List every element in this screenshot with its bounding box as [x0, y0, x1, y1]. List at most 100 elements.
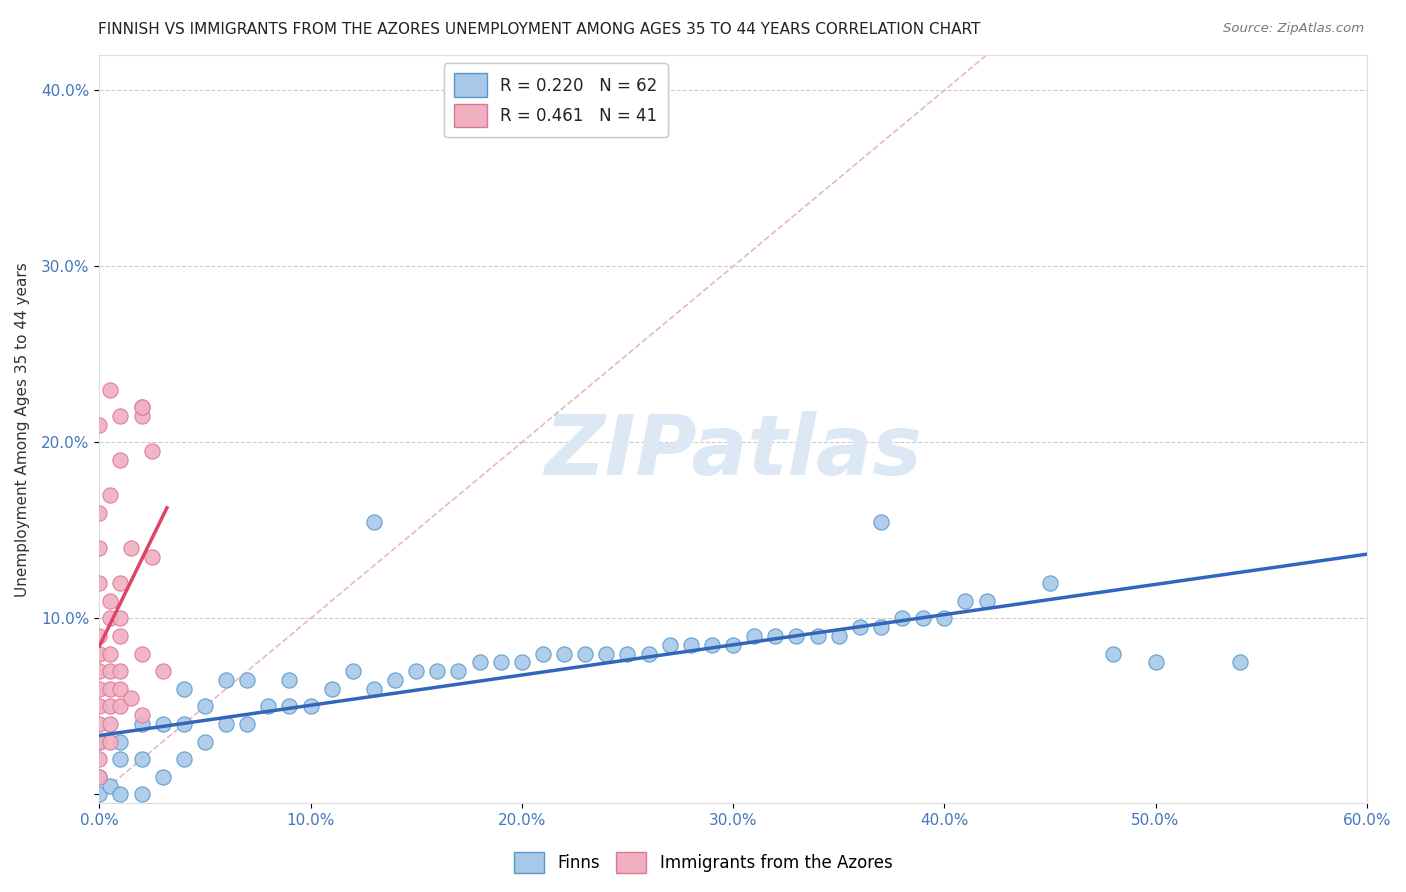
Point	[89, 629, 111, 643]
Text: FINNISH VS IMMIGRANTS FROM THE AZORES UNEMPLOYMENT AMONG AGES 35 TO 44 YEARS COR: FINNISH VS IMMIGRANTS FROM THE AZORES UN…	[98, 22, 981, 37]
Point	[89, 576, 111, 591]
Point	[110, 752, 132, 766]
Point	[89, 647, 111, 661]
Point	[98, 717, 121, 731]
Point	[934, 611, 956, 625]
Point	[194, 699, 217, 714]
Point	[89, 541, 111, 555]
Text: Source: ZipAtlas.com: Source: ZipAtlas.com	[1223, 22, 1364, 36]
Point	[574, 647, 596, 661]
Point	[785, 629, 807, 643]
Point	[131, 752, 153, 766]
Point	[152, 717, 174, 731]
Point	[257, 699, 280, 714]
Point	[98, 779, 121, 793]
Point	[510, 656, 533, 670]
Point	[152, 770, 174, 784]
Point	[89, 752, 111, 766]
Point	[595, 647, 617, 661]
Point	[215, 673, 238, 687]
Point	[110, 576, 132, 591]
Point	[553, 647, 575, 661]
Point	[152, 664, 174, 678]
Point	[173, 681, 195, 696]
Point	[742, 629, 765, 643]
Point	[89, 770, 111, 784]
Point	[1039, 576, 1062, 591]
Point	[637, 647, 659, 661]
Point	[342, 664, 364, 678]
Point	[131, 409, 153, 423]
Point	[110, 681, 132, 696]
Point	[120, 541, 142, 555]
Point	[763, 629, 786, 643]
Point	[384, 673, 406, 687]
Point	[89, 699, 111, 714]
Point	[849, 620, 872, 634]
Point	[679, 638, 702, 652]
Point	[891, 611, 914, 625]
Point	[89, 734, 111, 748]
Point	[110, 734, 132, 748]
Point	[98, 611, 121, 625]
Point	[141, 549, 163, 564]
Point	[173, 752, 195, 766]
Point	[141, 444, 163, 458]
Point	[98, 664, 121, 678]
Point	[98, 594, 121, 608]
Point	[89, 664, 111, 678]
Point	[131, 788, 153, 802]
Point	[98, 383, 121, 397]
Point	[405, 664, 427, 678]
Point	[173, 717, 195, 731]
Point	[278, 673, 301, 687]
Point	[489, 656, 512, 670]
Point	[827, 629, 849, 643]
Point	[721, 638, 744, 652]
Point	[110, 788, 132, 802]
Point	[98, 734, 121, 748]
Point	[363, 681, 385, 696]
Point	[447, 664, 470, 678]
Point	[131, 400, 153, 414]
Point	[131, 400, 153, 414]
Point	[110, 664, 132, 678]
Point	[131, 647, 153, 661]
Point	[468, 656, 491, 670]
Point	[194, 734, 217, 748]
Point	[98, 681, 121, 696]
Point	[363, 515, 385, 529]
Point	[110, 453, 132, 467]
Legend: Finns, Immigrants from the Azores: Finns, Immigrants from the Azores	[508, 846, 898, 880]
Legend: R = 0.220   N = 62, R = 0.461   N = 41: R = 0.220 N = 62, R = 0.461 N = 41	[444, 63, 668, 137]
Point	[976, 594, 998, 608]
Point	[870, 515, 893, 529]
Point	[912, 611, 935, 625]
Point	[215, 717, 238, 731]
Point	[299, 699, 322, 714]
Point	[89, 770, 111, 784]
Point	[89, 417, 111, 432]
Point	[98, 647, 121, 661]
Point	[278, 699, 301, 714]
Point	[131, 717, 153, 731]
Point	[110, 629, 132, 643]
Point	[870, 620, 893, 634]
Text: ZIPatlas: ZIPatlas	[544, 411, 922, 492]
Point	[806, 629, 828, 643]
Point	[98, 488, 121, 502]
Point	[89, 717, 111, 731]
Point	[236, 717, 259, 731]
Point	[110, 611, 132, 625]
Point	[98, 699, 121, 714]
Point	[89, 506, 111, 520]
Point	[1102, 647, 1125, 661]
Point	[89, 734, 111, 748]
Point	[131, 708, 153, 723]
Point	[236, 673, 259, 687]
Point	[89, 681, 111, 696]
Point	[1144, 656, 1167, 670]
Y-axis label: Unemployment Among Ages 35 to 44 years: Unemployment Among Ages 35 to 44 years	[15, 262, 30, 597]
Point	[110, 409, 132, 423]
Point	[1229, 656, 1251, 670]
